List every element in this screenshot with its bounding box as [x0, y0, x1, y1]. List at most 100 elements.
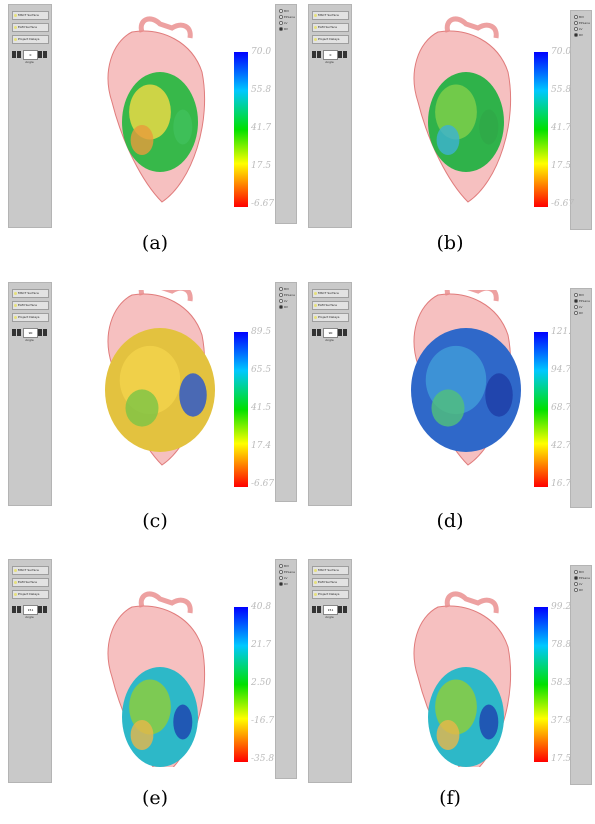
mode-radio[interactable]: EPLane: [574, 576, 590, 580]
angle-stepper[interactable]: 90 Angle: [312, 328, 347, 342]
msct-surface-button[interactable]: MSCT Surface: [312, 289, 349, 298]
mode-radio[interactable]: RV: [574, 33, 583, 37]
radio-icon[interactable]: [279, 576, 283, 580]
radio-icon[interactable]: [574, 293, 578, 297]
skip-forward-icon[interactable]: [343, 329, 347, 336]
eam-surface-button[interactable]: EAM Surface: [12, 578, 49, 587]
msct-surface-button[interactable]: MSCT Surface: [12, 289, 49, 298]
step-back-icon[interactable]: [317, 329, 321, 336]
heart-3d-view[interactable]: [72, 12, 242, 212]
mode-radio[interactable]: RV: [279, 27, 288, 31]
step-forward-icon[interactable]: [38, 606, 42, 613]
radio-icon[interactable]: [574, 576, 578, 580]
step-forward-icon[interactable]: [38, 329, 42, 336]
mode-radio[interactable]: RV: [574, 588, 583, 592]
skip-forward-icon[interactable]: [43, 606, 47, 613]
radio-icon[interactable]: [574, 582, 578, 586]
project-delays-button[interactable]: Project Delays: [312, 313, 349, 322]
skip-back-icon[interactable]: [312, 606, 316, 613]
radio-icon[interactable]: [279, 299, 283, 303]
mode-radio[interactable]: EPLane: [574, 299, 590, 303]
radio-icon[interactable]: [279, 305, 283, 309]
heart-3d-view[interactable]: [378, 12, 548, 212]
mode-radio[interactable]: LV: [574, 582, 582, 586]
eam-surface-button[interactable]: EAM Surface: [12, 23, 49, 32]
radio-icon[interactable]: [574, 305, 578, 309]
msct-surface-button[interactable]: MSCT Surface: [312, 566, 349, 575]
heart-3d-view[interactable]: [72, 290, 242, 490]
radio-icon[interactable]: [574, 311, 578, 315]
angle-stepper[interactable]: 151 Angle: [12, 605, 47, 619]
skip-back-icon[interactable]: [12, 606, 16, 613]
project-delays-button[interactable]: Project Delays: [312, 590, 349, 599]
skip-back-icon[interactable]: [12, 329, 16, 336]
radio-icon[interactable]: [574, 21, 578, 25]
angle-stepper[interactable]: 0 Angle: [12, 50, 47, 64]
radio-icon[interactable]: [574, 15, 578, 19]
skip-back-icon[interactable]: [312, 51, 316, 58]
radio-icon[interactable]: [279, 21, 283, 25]
eam-surface-button[interactable]: EAM Surface: [312, 578, 349, 587]
msct-surface-button[interactable]: MSCT Surface: [12, 11, 49, 20]
mode-radio[interactable]: RV: [279, 305, 288, 309]
mode-radio[interactable]: RV: [574, 311, 583, 315]
mode-radio[interactable]: LV: [574, 305, 582, 309]
step-back-icon[interactable]: [317, 606, 321, 613]
angle-stepper[interactable]: 151 Angle: [312, 605, 347, 619]
skip-forward-icon[interactable]: [343, 51, 347, 58]
mode-radio[interactable]: BIV: [279, 9, 289, 13]
step-back-icon[interactable]: [17, 329, 21, 336]
angle-input[interactable]: 0: [23, 50, 38, 60]
heart-3d-view[interactable]: [72, 567, 242, 767]
project-delays-button[interactable]: Project Delays: [12, 35, 49, 44]
step-forward-icon[interactable]: [338, 51, 342, 58]
radio-icon[interactable]: [279, 15, 283, 19]
heart-3d-view[interactable]: [378, 567, 548, 767]
skip-forward-icon[interactable]: [43, 51, 47, 58]
angle-stepper[interactable]: 0 Angle: [312, 50, 347, 64]
eam-surface-button[interactable]: EAM Surface: [12, 301, 49, 310]
skip-back-icon[interactable]: [312, 329, 316, 336]
mode-radio[interactable]: EPLane: [279, 15, 295, 19]
mode-radio[interactable]: BIV: [574, 15, 584, 19]
mode-radio[interactable]: BIV: [279, 564, 289, 568]
skip-forward-icon[interactable]: [343, 606, 347, 613]
mode-radio[interactable]: LV: [279, 21, 287, 25]
radio-icon[interactable]: [279, 27, 283, 31]
radio-icon[interactable]: [574, 299, 578, 303]
heart-3d-view[interactable]: [378, 290, 548, 490]
angle-input[interactable]: 90: [323, 328, 338, 338]
project-delays-button[interactable]: Project Delays: [12, 590, 49, 599]
mode-radio[interactable]: LV: [279, 576, 287, 580]
mode-radio[interactable]: BIV: [574, 293, 584, 297]
step-back-icon[interactable]: [17, 606, 21, 613]
radio-icon[interactable]: [574, 570, 578, 574]
step-forward-icon[interactable]: [338, 606, 342, 613]
step-forward-icon[interactable]: [38, 51, 42, 58]
project-delays-button[interactable]: Project Delays: [312, 35, 349, 44]
step-back-icon[interactable]: [317, 51, 321, 58]
mode-radio[interactable]: EPLane: [574, 21, 590, 25]
radio-icon[interactable]: [574, 27, 578, 31]
angle-stepper[interactable]: 90 Angle: [12, 328, 47, 342]
radio-icon[interactable]: [574, 588, 578, 592]
angle-input[interactable]: 0: [323, 50, 338, 60]
angle-input[interactable]: 151: [323, 605, 338, 615]
mode-radio[interactable]: BIV: [574, 570, 584, 574]
step-forward-icon[interactable]: [338, 329, 342, 336]
radio-icon[interactable]: [279, 293, 283, 297]
radio-icon[interactable]: [279, 564, 283, 568]
eam-surface-button[interactable]: EAM Surface: [312, 23, 349, 32]
radio-icon[interactable]: [279, 287, 283, 291]
mode-radio[interactable]: EPLane: [279, 293, 295, 297]
msct-surface-button[interactable]: MSCT Surface: [312, 11, 349, 20]
mode-radio[interactable]: LV: [574, 27, 582, 31]
skip-forward-icon[interactable]: [43, 329, 47, 336]
skip-back-icon[interactable]: [12, 51, 16, 58]
angle-input[interactable]: 151: [23, 605, 38, 615]
eam-surface-button[interactable]: EAM Surface: [312, 301, 349, 310]
radio-icon[interactable]: [574, 33, 578, 37]
project-delays-button[interactable]: Project Delays: [12, 313, 49, 322]
mode-radio[interactable]: BIV: [279, 287, 289, 291]
radio-icon[interactable]: [279, 582, 283, 586]
